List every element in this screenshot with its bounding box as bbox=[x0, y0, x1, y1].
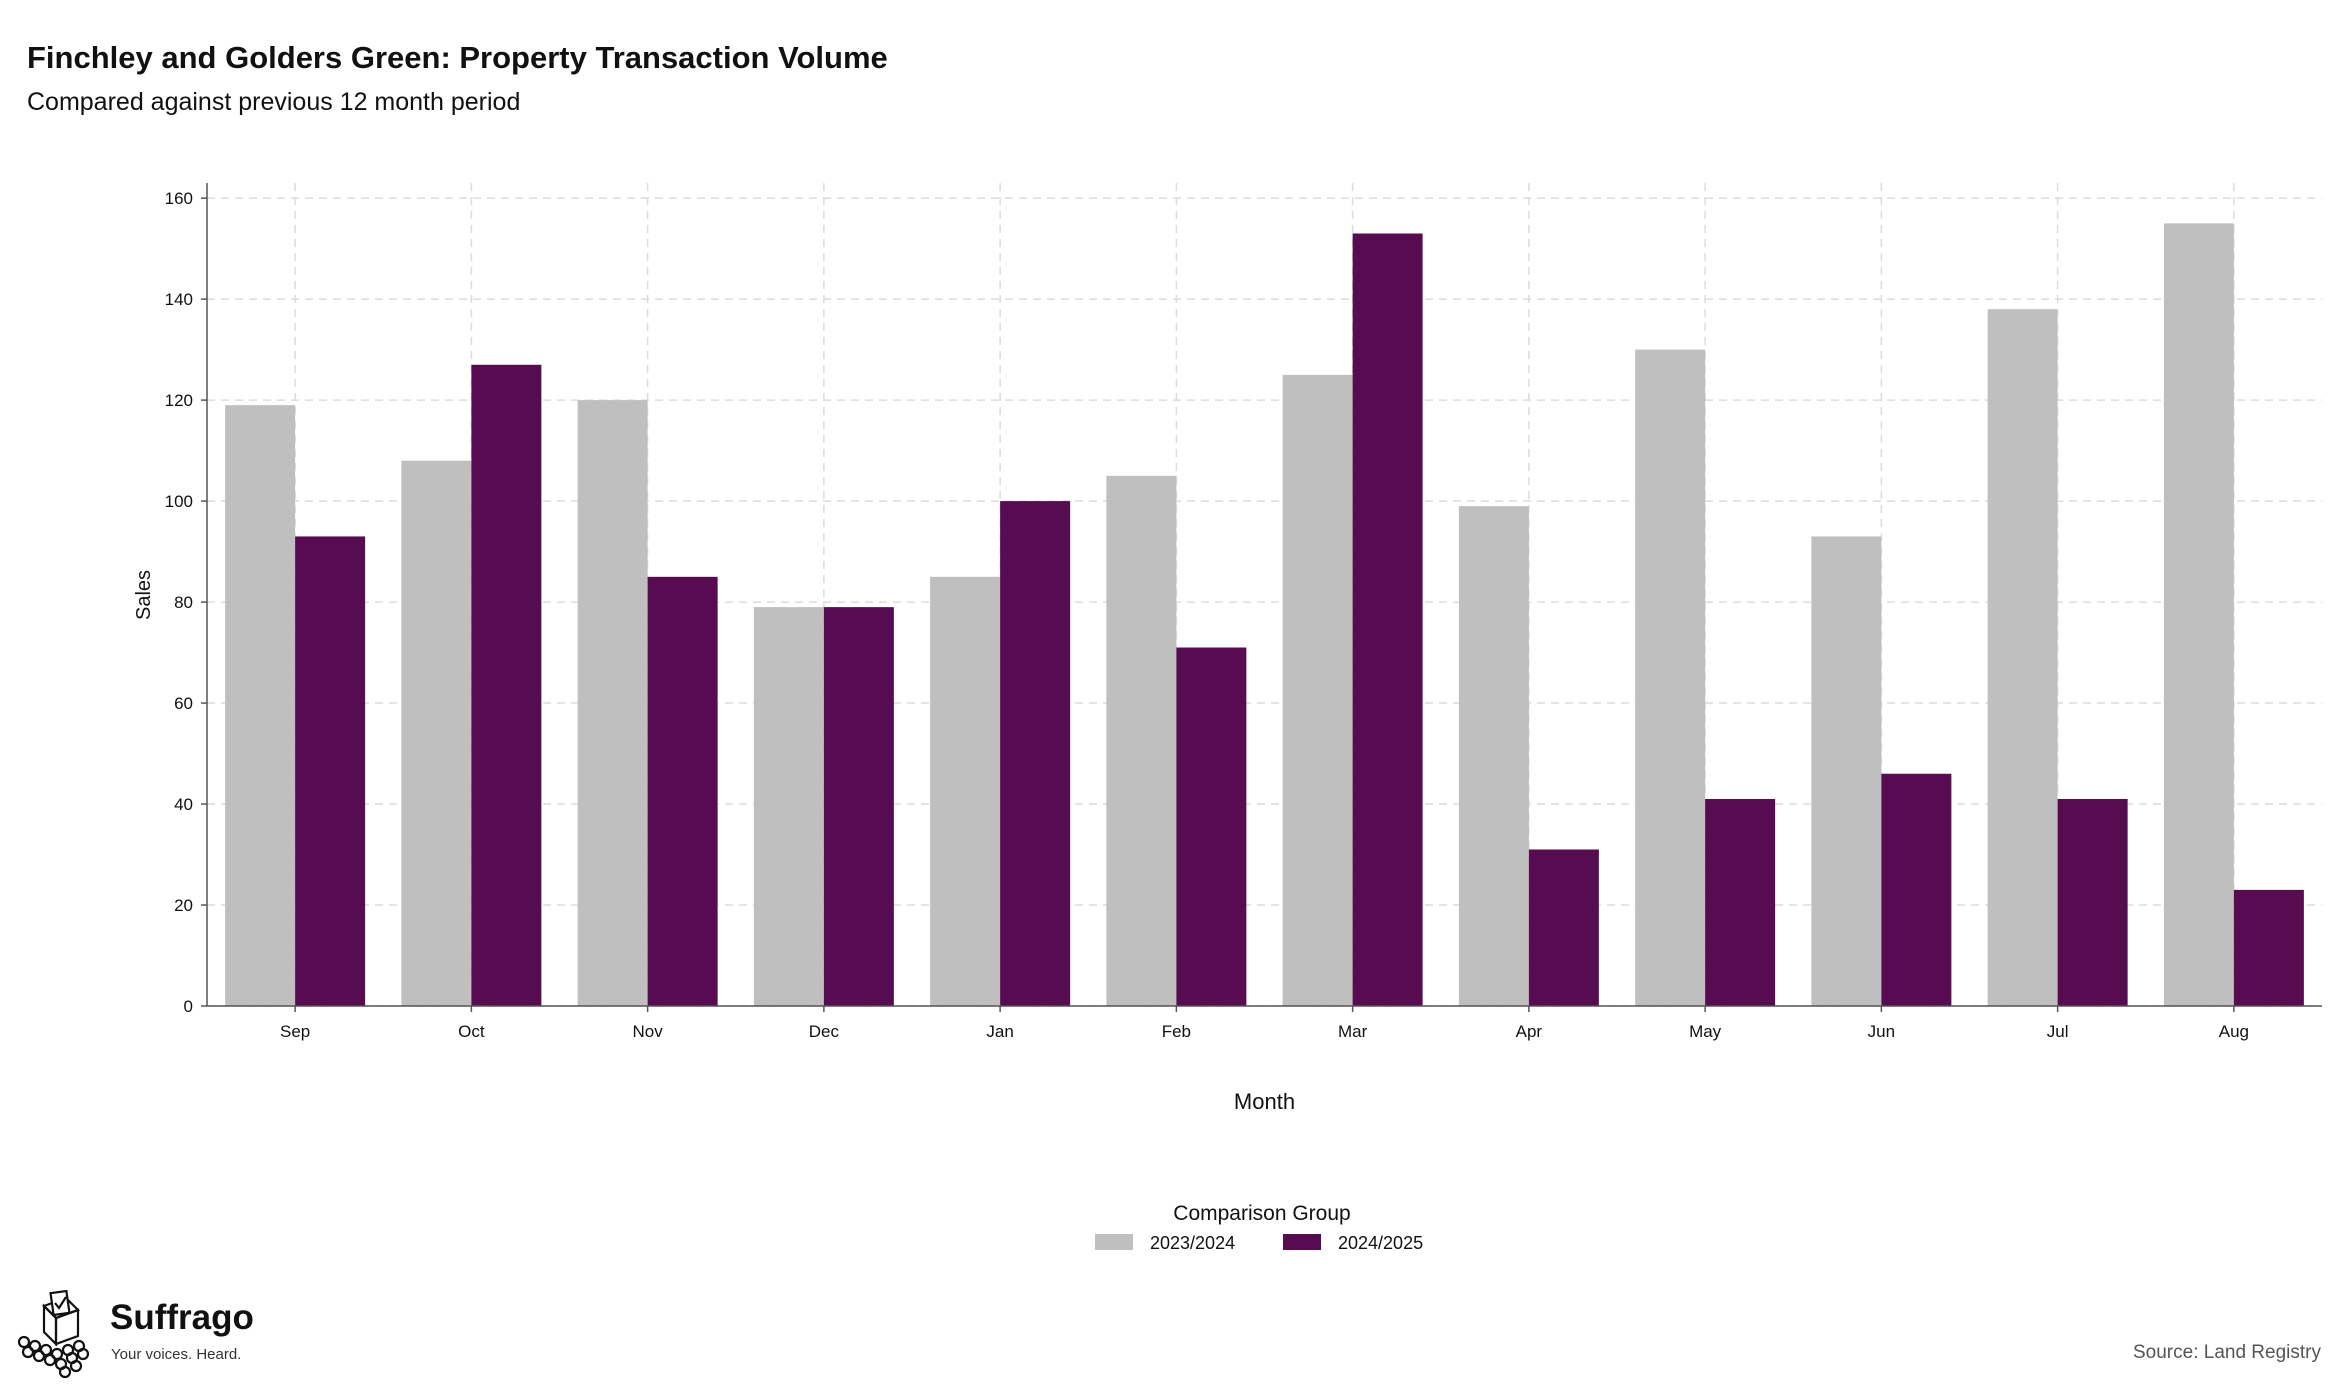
bar bbox=[647, 576, 718, 1006]
legend-swatch bbox=[1095, 1234, 1133, 1250]
bar bbox=[401, 460, 472, 1007]
y-tick-label: 0 bbox=[184, 997, 193, 1016]
y-axis-title: Sales bbox=[133, 570, 155, 620]
brand-name: Suffrago bbox=[110, 1298, 254, 1337]
x-tick-label: Apr bbox=[1516, 1022, 1543, 1041]
legend-label: 2024/2025 bbox=[1338, 1233, 1423, 1253]
source-note: Source: Land Registry bbox=[2133, 1342, 2321, 1363]
y-tick-label: 40 bbox=[174, 795, 193, 814]
x-tick-label: Dec bbox=[809, 1022, 840, 1041]
bar bbox=[823, 607, 894, 1006]
bar bbox=[577, 400, 648, 1006]
bar bbox=[1635, 349, 1706, 1006]
ballot-box-icon bbox=[17, 1290, 90, 1379]
y-tick-label: 80 bbox=[174, 593, 193, 612]
x-tick-label: Aug bbox=[2219, 1022, 2249, 1041]
bar bbox=[471, 364, 542, 1007]
y-tick-label: 100 bbox=[165, 492, 193, 511]
chart-title: Finchley and Golders Green: Property Tra… bbox=[27, 40, 888, 75]
bar bbox=[1811, 536, 1882, 1006]
y-tick-label: 120 bbox=[165, 391, 193, 410]
bar bbox=[1282, 374, 1353, 1007]
x-tick-label: Mar bbox=[1338, 1022, 1368, 1041]
x-tick-label: Jan bbox=[986, 1022, 1013, 1041]
bar bbox=[1458, 506, 1529, 1006]
bar bbox=[225, 405, 296, 1006]
brand-tagline: Your voices. Heard. bbox=[111, 1346, 242, 1363]
bar bbox=[295, 536, 366, 1006]
x-tick-label: Jun bbox=[1868, 1022, 1895, 1041]
y-tick-label: 160 bbox=[165, 189, 193, 208]
bar bbox=[2233, 889, 2304, 1006]
x-tick-label: Jul bbox=[2047, 1022, 2069, 1041]
x-tick-label: Sep bbox=[280, 1022, 310, 1041]
bar bbox=[1000, 501, 1071, 1006]
bar bbox=[1987, 309, 2058, 1006]
bar bbox=[1705, 798, 1776, 1006]
bar bbox=[1176, 647, 1247, 1006]
chart-subtitle: Compared against previous 12 month perio… bbox=[27, 88, 521, 116]
y-tick-label: 20 bbox=[174, 896, 193, 915]
y-tick-label: 140 bbox=[165, 290, 193, 309]
bar bbox=[1881, 773, 1952, 1006]
x-tick-label: Feb bbox=[1162, 1022, 1191, 1041]
bar bbox=[1352, 233, 1423, 1007]
bar bbox=[2057, 798, 2128, 1006]
bar bbox=[930, 576, 1001, 1006]
legend-label: 2023/2024 bbox=[1150, 1233, 1235, 1253]
bar bbox=[1106, 475, 1177, 1006]
x-tick-label: Oct bbox=[458, 1022, 485, 1041]
legend-swatch bbox=[1283, 1234, 1321, 1250]
legend-title: Comparison Group bbox=[1173, 1202, 1350, 1225]
x-tick-label: Nov bbox=[633, 1022, 664, 1041]
x-axis-title: Month bbox=[1234, 1089, 1295, 1114]
x-tick-label: May bbox=[1689, 1022, 1722, 1041]
bar bbox=[1528, 849, 1599, 1006]
y-tick-label: 60 bbox=[174, 694, 193, 713]
bar bbox=[2163, 223, 2234, 1006]
bar bbox=[753, 607, 824, 1006]
